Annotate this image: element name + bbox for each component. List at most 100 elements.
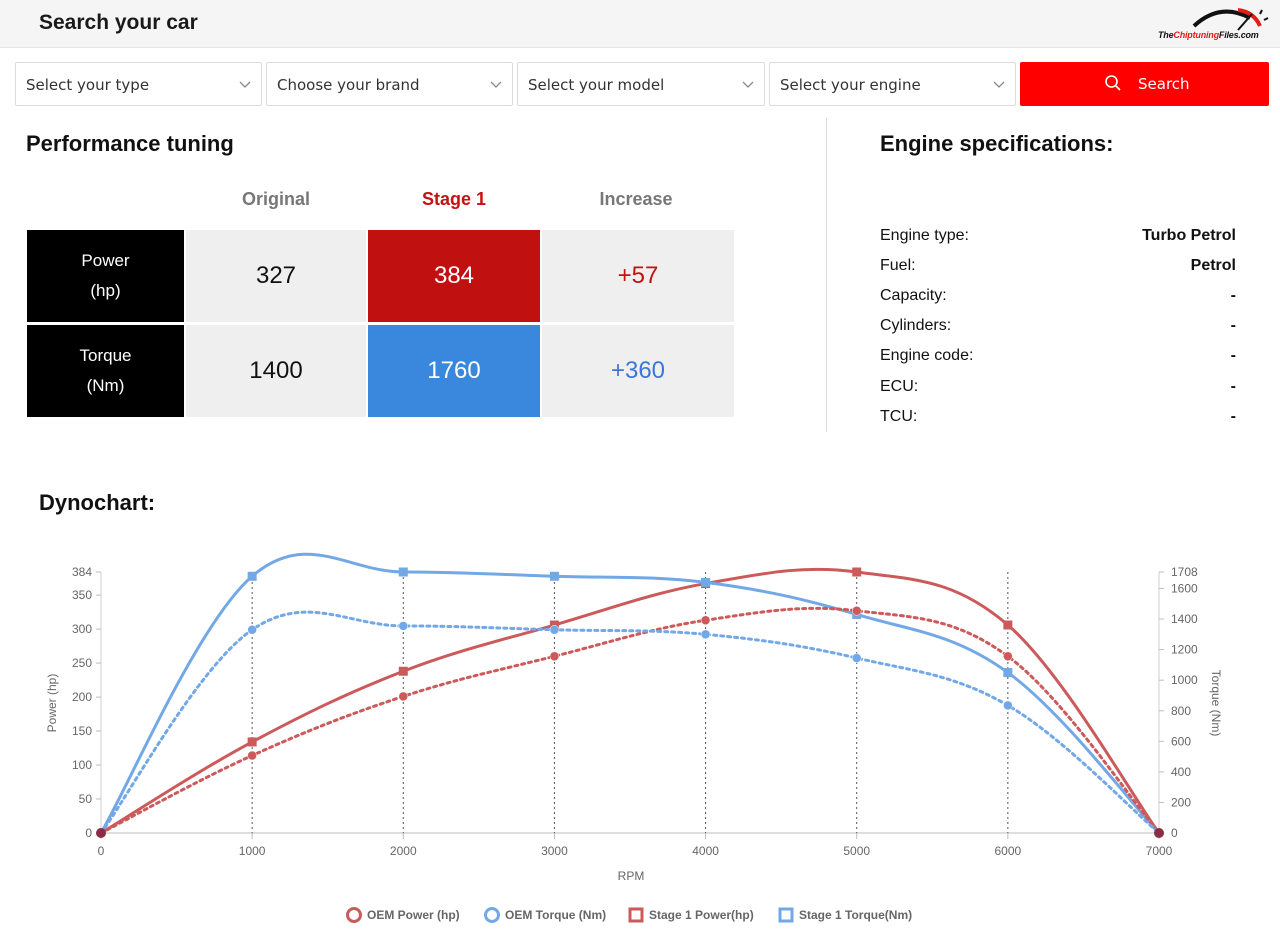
legend-label: Stage 1 Power(hp) xyxy=(649,908,754,922)
data-point-oem-power-hp xyxy=(700,615,711,626)
type-select[interactable]: Select your type xyxy=(15,62,262,106)
y-right-tick-label: 1600 xyxy=(1171,582,1198,596)
y-left-tick-label: 300 xyxy=(72,622,92,636)
y-left-axis-label: Power (hp) xyxy=(45,674,59,733)
spec-label: Capacity: xyxy=(880,287,947,304)
data-point-oem-torque-nm xyxy=(247,625,257,635)
spec-value: - xyxy=(1230,287,1236,304)
data-point-stage-1-torque-nm xyxy=(549,571,559,581)
power-row-label: Power (hp) xyxy=(27,230,184,322)
data-point-stage-1-torque-nm xyxy=(247,571,257,581)
y-right-tick-label: 1400 xyxy=(1171,612,1198,626)
legend-marker xyxy=(484,907,500,923)
y-left-tick-label: 0 xyxy=(85,826,92,840)
series-line-stage-1-torque-nm xyxy=(99,552,1161,835)
power-original-value: 327 xyxy=(186,230,366,322)
x-tick-label: 1000 xyxy=(239,844,266,858)
logo-suffix: Files.com xyxy=(1218,30,1259,40)
logo-text: TheChiptuningFiles.com xyxy=(1158,30,1259,40)
x-tick-label: 3000 xyxy=(541,844,568,858)
spec-value: - xyxy=(1230,347,1236,364)
y-right-tick-label: 1200 xyxy=(1171,643,1198,657)
x-tick-label: 6000 xyxy=(995,844,1022,858)
series-line-oem-power-hp xyxy=(99,606,1161,835)
engine-select-label: Select your engine xyxy=(780,76,921,94)
y-left-tick-label: 100 xyxy=(72,758,92,772)
data-point-oem-torque-nm xyxy=(1003,700,1013,711)
dynochart-title: Dynochart: xyxy=(39,490,156,515)
data-point-stage-1-torque-nm xyxy=(398,567,408,577)
spec-label: TCU: xyxy=(880,408,918,425)
y-right-tick-label: 0 xyxy=(1171,826,1178,840)
y-left-tick-label: 250 xyxy=(72,656,92,670)
legend-label: OEM Torque (Nm) xyxy=(505,908,606,922)
engine-select[interactable]: Select your engine xyxy=(769,62,1016,106)
legend-label: Stage 1 Torque(Nm) xyxy=(799,908,912,922)
data-point-endpoint xyxy=(96,828,106,838)
spec-value: - xyxy=(1230,317,1236,334)
chevron-down-icon xyxy=(742,81,754,88)
performance-title: Performance tuning xyxy=(26,131,234,156)
page-title: Search your car xyxy=(39,11,198,34)
data-point-stage-1-power-hp xyxy=(852,567,862,577)
x-tick-label: 2000 xyxy=(390,844,417,858)
model-select[interactable]: Select your model xyxy=(517,62,765,106)
data-point-oem-power-hp xyxy=(549,651,560,662)
x-tick-label: 7000 xyxy=(1146,844,1173,858)
y-right-tick-label: 1708 xyxy=(1171,565,1198,579)
col-increase-header: Increase xyxy=(599,189,673,209)
legend-marker xyxy=(346,907,362,923)
data-point-oem-torque-nm xyxy=(851,653,862,663)
torque-stage-value: 1760 xyxy=(368,325,540,417)
y-right-tick-label: 400 xyxy=(1171,765,1191,779)
series-line-oem-torque-nm xyxy=(99,610,1161,835)
search-button[interactable]: Search xyxy=(1020,62,1269,106)
type-select-label: Select your type xyxy=(26,76,150,94)
data-point-endpoint xyxy=(1154,828,1164,838)
data-point-stage-1-torque-nm xyxy=(701,577,711,587)
spec-label: Engine code: xyxy=(880,347,974,364)
y-right-tick-label: 800 xyxy=(1171,704,1191,718)
dyno-chart: 0 1000 2000 3000 4000 5000 6000 700005010015020… xyxy=(45,552,1223,923)
power-stage-value: 384 xyxy=(368,230,540,322)
col-stage-header: Stage 1 xyxy=(421,189,487,209)
logo-prefix: The xyxy=(1158,30,1174,40)
spec-value: - xyxy=(1230,378,1236,395)
legend-marker xyxy=(628,907,644,923)
data-point-oem-torque-nm xyxy=(549,625,560,635)
spec-label: Cylinders: xyxy=(880,317,952,334)
search-button-label: Search xyxy=(1138,75,1190,93)
y-right-tick-label: 1000 xyxy=(1171,673,1198,687)
data-point-oem-torque-nm xyxy=(398,621,409,631)
section-divider xyxy=(826,118,827,432)
x-axis-label: RPM xyxy=(618,869,645,883)
data-point-oem-torque-nm xyxy=(700,629,711,640)
x-tick-label: 5000 xyxy=(843,844,870,858)
torque-increase-value: +360 xyxy=(542,325,734,417)
y-right-axis-label: Torque (Nm) xyxy=(1209,670,1223,737)
spec-value: Petrol xyxy=(1190,257,1236,274)
spec-label: ECU: xyxy=(880,378,919,395)
data-point-oem-power-hp xyxy=(398,691,409,702)
x-tick-label: 4000 xyxy=(692,844,719,858)
top-bar: Search your car TheChiptuningFiles.com xyxy=(0,0,1280,48)
data-point-oem-power-hp xyxy=(1003,651,1013,662)
y-left-tick-label: 350 xyxy=(72,588,92,602)
spec-value: Turbo Petrol xyxy=(1142,227,1236,244)
data-point-oem-power-hp xyxy=(851,605,862,616)
y-right-tick-label: 600 xyxy=(1171,734,1191,748)
chevron-down-icon xyxy=(993,81,1005,88)
data-point-stage-1-power-hp xyxy=(247,737,257,747)
y-left-tick-label: 50 xyxy=(79,792,93,806)
specs-title: Engine specifications: xyxy=(880,131,1114,156)
y-left-tick-label: 384 xyxy=(72,565,92,579)
data-point-stage-1-power-hp xyxy=(1003,620,1013,630)
col-original-header: Original xyxy=(241,189,310,209)
site-logo[interactable]: TheChiptuningFiles.com xyxy=(1150,4,1278,44)
model-select-label: Select your model xyxy=(528,76,665,94)
y-left-tick-label: 150 xyxy=(72,724,92,738)
chevron-down-icon xyxy=(239,81,251,88)
brand-select-label: Choose your brand xyxy=(277,76,420,94)
brand-select[interactable]: Choose your brand xyxy=(266,62,513,106)
search-icon xyxy=(1105,75,1121,91)
